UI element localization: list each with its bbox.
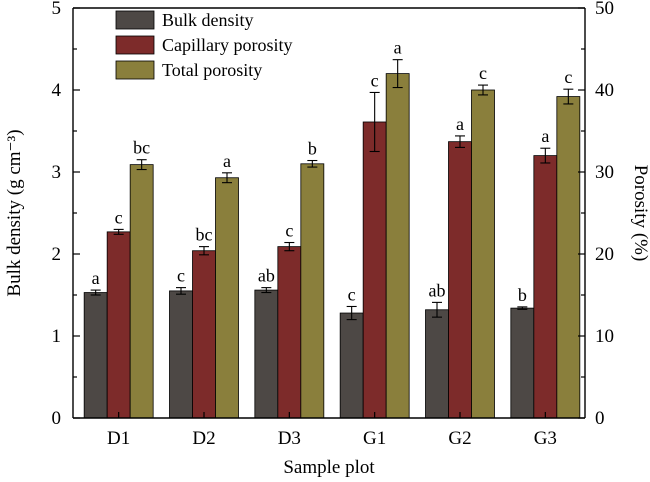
x-tick-label: D1 xyxy=(107,428,130,449)
bar-capillary-porosity-d1 xyxy=(106,231,131,419)
significance-letter: c xyxy=(177,266,185,286)
bar-capillary-porosity-d2 xyxy=(192,250,216,419)
x-tick-label: D3 xyxy=(278,428,301,449)
error-bars-layer xyxy=(90,59,574,321)
bar-capillary-porosity-g2 xyxy=(448,141,472,419)
significance-letter: b xyxy=(518,285,527,305)
bar-bulk-density-d3 xyxy=(254,289,279,419)
left-tick-label: 5 xyxy=(52,0,62,19)
significance-letter: bc xyxy=(196,225,213,245)
bar-capillary-porosity-g1 xyxy=(362,121,387,419)
significance-letter: a xyxy=(456,114,464,134)
significance-letter: ab xyxy=(429,280,446,300)
left-tick-label: 1 xyxy=(52,326,62,347)
significance-letter: a xyxy=(223,151,231,171)
bar-total-porosity-g2 xyxy=(471,89,495,419)
significance-letter: a xyxy=(541,126,549,146)
significance-letter: b xyxy=(308,139,317,159)
left-axis-title: Bulk density (g cm⁻³) xyxy=(4,129,25,296)
bar-bulk-density-g1 xyxy=(339,312,364,419)
significance-letter: c xyxy=(348,284,356,304)
left-tick-label: 0 xyxy=(52,408,62,429)
bar-total-porosity-d3 xyxy=(300,163,325,419)
x-tick-label: G3 xyxy=(534,428,557,449)
right-tick-label: 50 xyxy=(595,0,614,19)
right-tick-label: 40 xyxy=(595,80,614,101)
bar-capillary-porosity-g3 xyxy=(533,155,558,419)
ticks-layer xyxy=(73,7,585,419)
bar-bulk-density-d2 xyxy=(169,290,193,419)
x-tick-labels: D1 D2 D3 G1 G2 G3 xyxy=(107,428,557,449)
right-tick-label: 10 xyxy=(595,326,614,347)
x-tick-label: G2 xyxy=(448,428,471,449)
bar-total-porosity-g3 xyxy=(556,96,581,419)
significance-letter: c xyxy=(115,207,123,227)
right-tick-label: 20 xyxy=(595,244,614,265)
legend-label: Capillary porosity xyxy=(162,35,292,55)
left-tick-label: 2 xyxy=(52,244,62,265)
legend-label: Total porosity xyxy=(162,60,262,80)
significance-letter: a xyxy=(92,268,100,288)
bar-total-porosity-d1 xyxy=(129,164,154,419)
significance-letter: c xyxy=(371,70,379,90)
bar-bulk-density-g2 xyxy=(425,309,449,419)
left-tick-label: 3 xyxy=(52,162,62,183)
left-tick-label: 4 xyxy=(52,80,62,101)
significance-letter: ab xyxy=(258,266,275,286)
legend-swatch xyxy=(115,60,155,80)
bar-bulk-density-d1 xyxy=(83,292,108,419)
significance-letter: c xyxy=(564,67,572,87)
left-tick-labels: 0 1 2 3 4 5 xyxy=(52,0,62,429)
bar-total-porosity-g1 xyxy=(385,73,410,419)
legend-swatch xyxy=(115,10,155,30)
right-tick-labels: 0 10 20 30 40 50 xyxy=(595,0,614,429)
right-tick-label: 0 xyxy=(595,408,605,429)
right-tick-label: 30 xyxy=(595,162,614,183)
bar-capillary-porosity-d3 xyxy=(277,246,302,419)
legend: Bulk density Capillary porosity Total poro… xyxy=(115,10,292,80)
significance-letter: bc xyxy=(133,138,150,158)
x-tick-label: D2 xyxy=(192,428,215,449)
x-tick-label: G1 xyxy=(363,428,386,449)
right-axis-title: Porosity (%) xyxy=(630,165,650,262)
bar-bulk-density-g3 xyxy=(510,307,535,419)
bar-total-porosity-d2 xyxy=(215,177,239,419)
significance-letter: c xyxy=(285,221,293,241)
x-axis-title: Sample plot xyxy=(283,457,375,478)
legend-swatch xyxy=(115,35,155,55)
significance-letter: c xyxy=(479,63,487,83)
legend-label: Bulk density xyxy=(162,10,254,30)
bars-layer xyxy=(83,73,581,419)
significance-letter: a xyxy=(394,38,402,58)
